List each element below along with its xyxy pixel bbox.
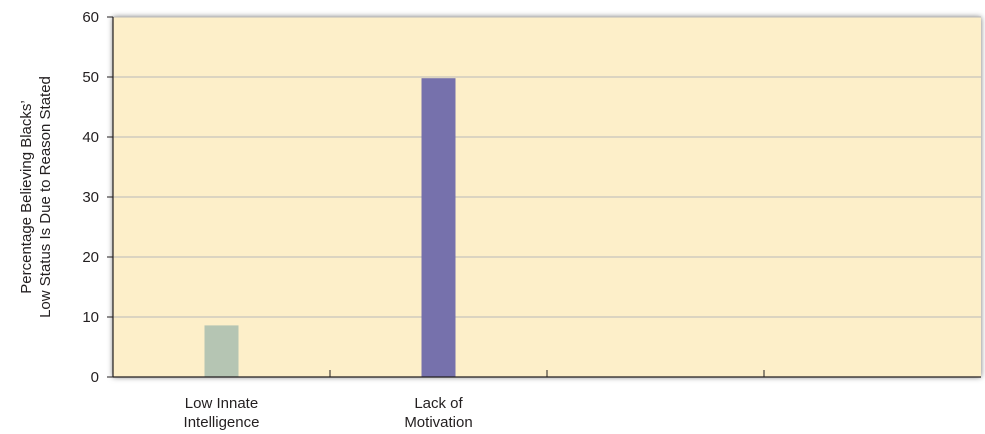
y-tick-labels: 0 10 20 30 40 50 60	[82, 9, 113, 386]
y-tick-label-60: 60	[82, 9, 99, 26]
y-tick-label-0: 0	[91, 369, 99, 386]
y-tick-label-50: 50	[82, 69, 99, 86]
x-category-labels: Low Innate Intelligence Lack of Motivation	[184, 395, 473, 431]
x-category-label-1-line-1: Low Innate	[185, 395, 258, 412]
y-axis-title-line-1: Percentage Believing Blacks’	[18, 100, 35, 293]
bars	[204, 78, 456, 377]
x-category-label-1-line-2: Intelligence	[184, 414, 260, 431]
gridlines	[113, 16, 981, 318]
y-tick-label-30: 30	[82, 189, 99, 206]
y-tick-label-20: 20	[82, 249, 99, 266]
y-tick-label-10: 10	[82, 309, 99, 326]
x-category-label-2-line-2: Motivation	[404, 414, 472, 431]
y-tick-label-40: 40	[82, 129, 99, 146]
y-axis-title: Percentage Believing Blacks’ Low Status …	[18, 76, 54, 318]
y-axis-title-line-2: Low Status Is Due to Reason Stated	[37, 76, 54, 318]
x-category-label-2-line-1: Lack of	[414, 395, 463, 412]
bar-2	[421, 78, 456, 377]
bar-1	[204, 325, 239, 377]
